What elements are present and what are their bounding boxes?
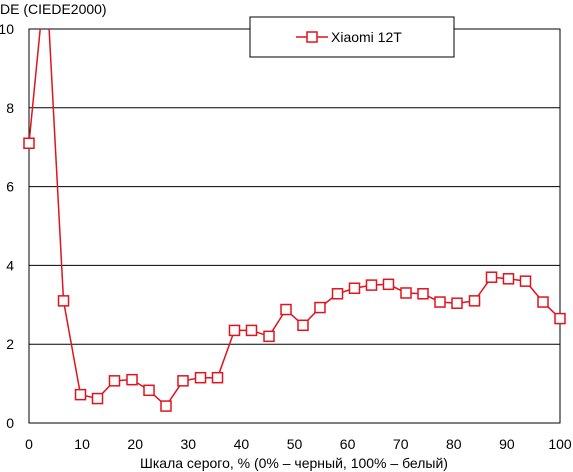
data-point: [468, 295, 481, 307]
data-point: [485, 271, 498, 283]
x-axis-label: Шкала серого, % (0% – черный, 100% – бел…: [140, 455, 448, 471]
data-point: [314, 301, 326, 314]
data-point: [537, 296, 549, 308]
y-tick-label: 4: [6, 257, 14, 273]
data-point: [519, 275, 532, 287]
data-point: [126, 373, 138, 386]
data-point: [57, 295, 70, 307]
data-point: [331, 288, 344, 300]
y-tick-label: 2: [6, 336, 14, 352]
y-axis-label: DE (CIEDE2000): [0, 1, 107, 17]
x-tick-label: 10: [74, 436, 90, 452]
data-point: [160, 400, 172, 412]
data-point: [451, 297, 463, 309]
x-tick-label: 80: [446, 436, 462, 452]
plot-area-border: [28, 28, 561, 424]
x-tick-labels: 0 10 20 30 40 50 60 70 80 90 100: [25, 436, 572, 452]
data-point: [143, 384, 155, 397]
y-tick-label: 8: [6, 100, 14, 116]
data-point: [297, 319, 309, 332]
series-line-1: [29, 29, 560, 407]
x-tick-label: 50: [287, 436, 303, 452]
data-point: [74, 388, 87, 401]
series-layer: [29, 29, 560, 407]
x-tick-label: 100: [548, 436, 572, 452]
data-point: [228, 324, 241, 337]
data-point: [417, 288, 429, 300]
data-point: [194, 371, 207, 384]
legend: Xiaomi 12T: [249, 16, 455, 58]
marker-layer: [23, 137, 566, 412]
x-tick-label: 70: [393, 436, 409, 452]
data-point: [177, 375, 189, 387]
data-point: [554, 312, 566, 325]
x-tick-label: 30: [181, 436, 197, 452]
data-point: [280, 303, 292, 316]
data-point: [365, 279, 378, 291]
grid-lines: [29, 107, 560, 345]
data-point: [263, 330, 275, 343]
data-point: [211, 371, 224, 384]
y-tick-labels: 0 2 4 6 8 10: [0, 21, 14, 431]
y-tick-label: 0: [6, 415, 14, 431]
data-point: [108, 375, 121, 387]
x-tick-label: 20: [127, 436, 143, 452]
x-tick-label: 0: [25, 436, 33, 452]
x-tick-label: 40: [234, 436, 250, 452]
y-tick-label: 6: [6, 179, 14, 195]
data-point: [348, 282, 361, 295]
data-point: [502, 273, 515, 285]
data-point: [91, 392, 104, 405]
data-point: [245, 324, 258, 337]
legend-box: [249, 16, 455, 58]
x-tick-label: 90: [499, 436, 515, 452]
x-tick-label: 60: [340, 436, 356, 452]
data-point: [434, 296, 446, 308]
legend-label-series-1: Xiaomi 12T: [331, 29, 402, 45]
data-point: [400, 287, 412, 299]
legend-marker-swatch: [306, 31, 318, 43]
y-tick-label: 10: [0, 21, 14, 37]
data-point: [382, 278, 395, 291]
data-point: [23, 137, 35, 150]
